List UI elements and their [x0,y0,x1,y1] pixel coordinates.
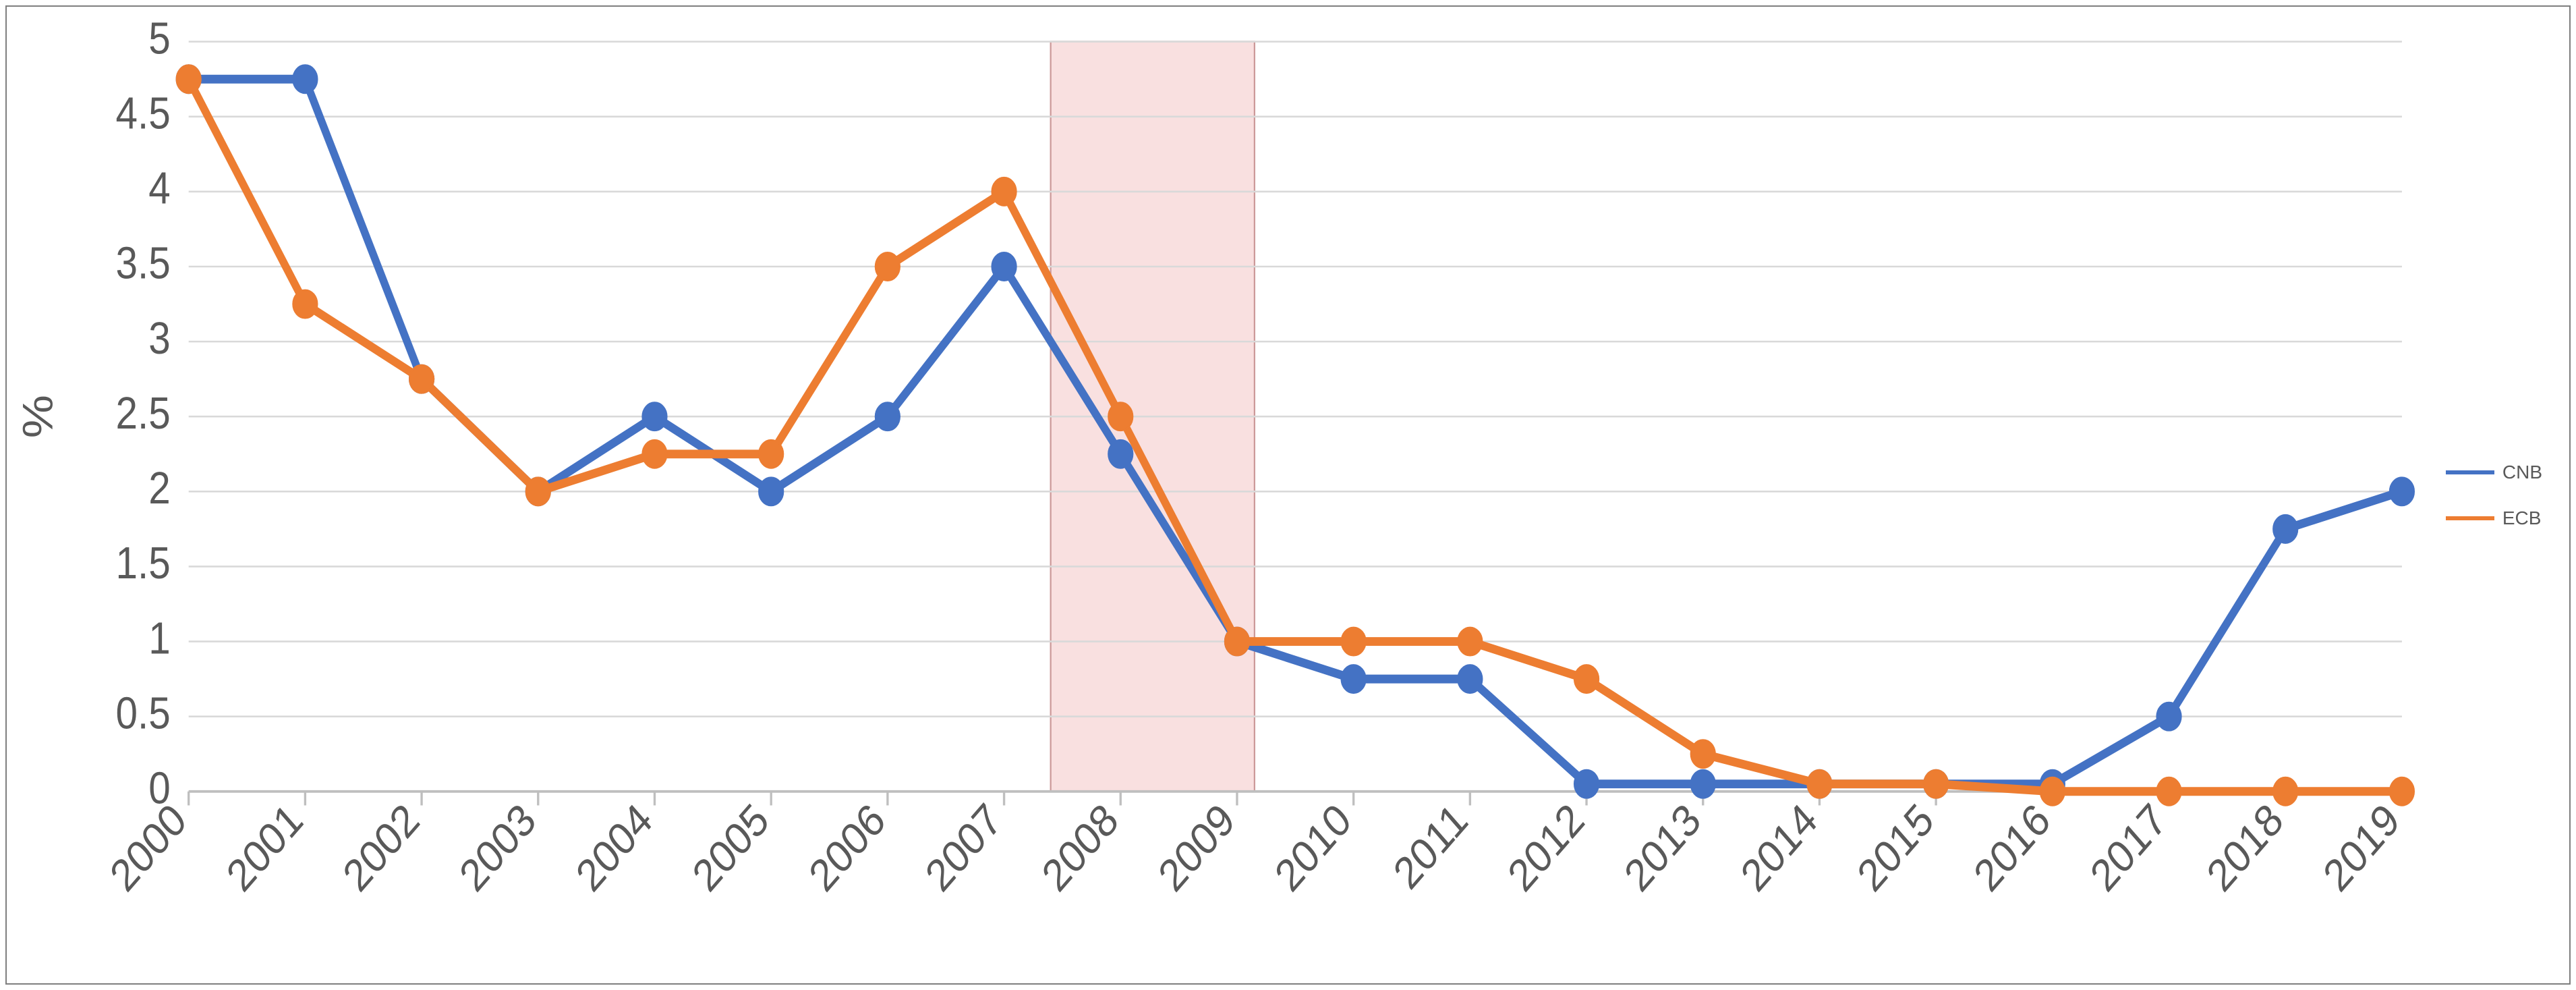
svg-text:2: 2 [148,463,170,514]
legend: CNB ECB [2432,7,2569,983]
chart-svg: 00.511.522.533.544.552000200120022003200… [7,7,2432,983]
legend-item-cnb: CNB [2446,462,2542,483]
chart-container: 00.511.522.533.544.552000200120022003200… [0,0,2576,990]
svg-text:1.5: 1.5 [116,538,171,588]
svg-text:4.5: 4.5 [116,88,171,139]
svg-text:3: 3 [148,313,170,364]
svg-text:4: 4 [148,163,170,214]
svg-text:1: 1 [148,613,170,664]
legend-label-cnb: CNB [2502,462,2542,483]
svg-text:3.5: 3.5 [116,238,171,289]
svg-text:2.5: 2.5 [116,388,171,439]
legend-label-ecb: ECB [2502,507,2542,529]
legend-swatch-ecb [2446,516,2494,520]
svg-text:0.5: 0.5 [116,688,171,739]
legend-item-ecb: ECB [2446,507,2542,529]
legend-swatch-cnb [2446,470,2494,474]
svg-text:%: % [15,395,62,438]
svg-text:5: 5 [148,13,170,64]
plot-area: 00.511.522.533.544.552000200120022003200… [7,7,2432,983]
chart-frame: 00.511.522.533.544.552000200120022003200… [5,5,2571,985]
